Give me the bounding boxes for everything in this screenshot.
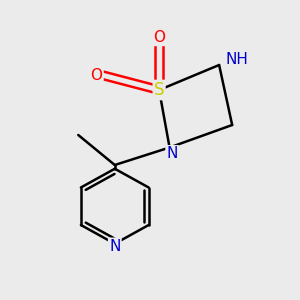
Text: N: N xyxy=(167,146,178,161)
Text: S: S xyxy=(154,81,164,99)
Text: O: O xyxy=(91,68,103,82)
Text: N: N xyxy=(109,239,121,254)
Text: O: O xyxy=(153,30,165,45)
Text: NH: NH xyxy=(226,52,249,68)
